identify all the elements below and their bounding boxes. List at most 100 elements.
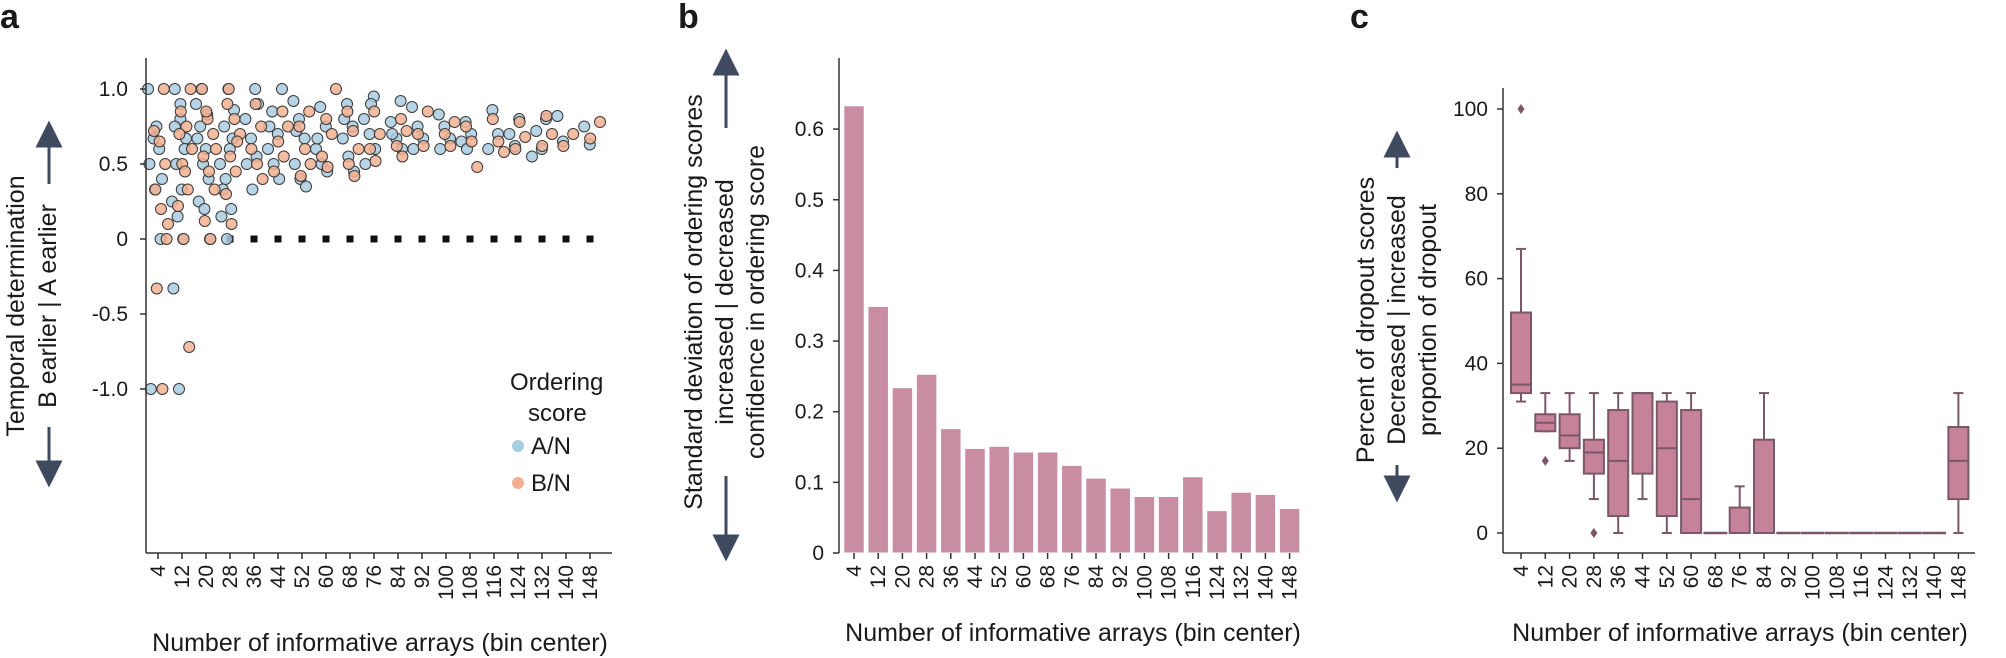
panel-b-x-tick-label: 12 (867, 565, 890, 588)
scatter-point-an (314, 101, 327, 113)
panel-b-x-tick-label: 100 (1133, 565, 1156, 600)
panel-a-zero-marker (586, 235, 594, 243)
scatter-point-bn (342, 158, 355, 170)
scatter-point-an (214, 158, 226, 170)
panel-a-zero-marker (250, 235, 258, 243)
panel-b-y-axis-sublabel2: confidence in ordering score (742, 145, 770, 459)
panel-a-y-tick-label: 0.5 (99, 153, 128, 176)
panel-b-x-tick-label: 36 (940, 565, 963, 588)
scatter-point-bn (400, 125, 413, 137)
scatter-point-bn (498, 146, 510, 158)
panel-c-x-tick-label: 36 (1607, 565, 1630, 588)
scatter-point-bn (303, 105, 316, 118)
scatter-point-bn (157, 83, 170, 95)
box-plot (1680, 392, 1703, 535)
scatter-point-an (482, 143, 495, 155)
scatter-point-an (386, 128, 399, 140)
panel-a: 1.00.50-0.5-1.0 4 12 20 28 36 44 52 60 68 76 84 92 1… (2, 58, 612, 657)
scatter-point-bn (220, 188, 232, 200)
panel-c-plot-area (1510, 104, 1970, 538)
panel-b-x-tick-label: 124 (1206, 565, 1229, 600)
scatter-point-bn (204, 233, 217, 245)
scatter-point-bn (444, 140, 457, 152)
scatter-point-bn (368, 105, 381, 118)
panel-a-x-tick-label: 12 (171, 565, 194, 588)
panel-c-y-tick-label: 80 (1465, 183, 1488, 206)
scatter-point-an (194, 120, 207, 133)
scatter-point-bn (412, 128, 424, 140)
scatter-point-an (311, 132, 324, 145)
scatter-point-bn (395, 113, 407, 125)
panel-b-x-tick-label: 4 (843, 565, 866, 577)
scatter-point-an (363, 128, 376, 140)
box-body (1753, 438, 1775, 534)
panel-a-y-tick-label: 0 (116, 228, 128, 251)
panel-a-y-axis-sublabel: B earlier | A earlier (34, 204, 62, 408)
scatter-point-bn (153, 135, 166, 148)
scatter-point-bn (200, 105, 213, 118)
bar (1036, 451, 1059, 554)
scatter-point-bn (225, 218, 238, 230)
panel-a-x-tick-label: 140 (555, 565, 578, 600)
scatter-point-bn (325, 128, 338, 140)
scatter-point-bn (557, 140, 570, 152)
panel-c-y-tick-label: 0 (1476, 522, 1488, 545)
scatter-point-bn (417, 140, 430, 152)
scatter-point-bn (348, 170, 361, 182)
box-plot (1558, 392, 1581, 462)
panel-b-y-tick-label: 0.3 (795, 330, 824, 353)
bar (891, 387, 914, 554)
box-outlier (1541, 455, 1549, 466)
scatter-point-an (239, 113, 252, 125)
scatter-point-bn (448, 116, 461, 128)
scatter-point-bn (567, 128, 580, 140)
scatter-point-an (384, 116, 397, 128)
panel-c-x-tick-label: 116 (1850, 565, 1873, 598)
bar (915, 373, 938, 554)
scatter-point-bn (492, 135, 505, 148)
scatter-point-bn (460, 120, 472, 133)
scatter-point-bn (465, 135, 478, 148)
panel-b-plot-area (843, 105, 1301, 554)
panel-a-x-tick-label: 108 (459, 565, 482, 600)
panel-c-x-tick-label: 108 (1826, 565, 1849, 600)
scatter-point-bn (268, 165, 280, 178)
scatter-point-bn (584, 132, 597, 145)
scatter-point-an (167, 282, 180, 295)
panel-c-x-tick-label: 60 (1680, 565, 1703, 588)
scatter-point-an (249, 83, 262, 95)
box-body (1655, 400, 1678, 518)
panel-b-x-tick-label: 28 (916, 565, 939, 588)
panel-c-y-tick-label: 40 (1465, 352, 1488, 375)
panel-a-x-tick-label: 100 (435, 565, 458, 600)
scatter-point-an (221, 233, 233, 245)
scatter-point-an (225, 203, 238, 215)
panel-b-label: b (678, 0, 699, 36)
panel-b-x-tick-label: 132 (1230, 565, 1253, 600)
panel-b: 0 0.1 0.2 0.3 0.4 0.5 0.6 4 12 20 28 36 44 52 60 68 76 8… (680, 48, 1302, 647)
panel-c-x-tick-label: 92 (1777, 565, 1800, 588)
box-body (1728, 506, 1751, 534)
panel-c-x-axis-label: Number of informative arrays (bin center… (1512, 619, 1968, 647)
box-body (1947, 426, 1970, 501)
panel-b-y-tick-label: 0.4 (795, 259, 825, 282)
panel-a-zero-marker (490, 235, 498, 243)
panel-b-x-tick-label: 116 (1182, 565, 1205, 598)
panel-c-y-axis-label: Percent of dropout scores (1352, 177, 1380, 463)
box-plot (1753, 392, 1775, 534)
box-plot (1655, 392, 1678, 534)
scatter-point-bn (304, 158, 317, 170)
panel-a-zero-marker (394, 235, 402, 243)
scatter-point-bn (341, 105, 354, 118)
scatter-point-bn (208, 183, 221, 196)
panel-a-x-tick-label: 68 (339, 565, 362, 588)
scatter-point-bn (198, 215, 211, 227)
scatter-point-an (300, 180, 312, 193)
panel-c-y-tick-label: 20 (1465, 437, 1488, 460)
scatter-point-bn (519, 131, 532, 143)
scatter-point-bn (320, 113, 333, 125)
scatter-point-an (287, 95, 300, 107)
scatter-point-an (156, 173, 168, 185)
bar (1109, 487, 1131, 554)
scatter-point-bn (276, 105, 289, 118)
